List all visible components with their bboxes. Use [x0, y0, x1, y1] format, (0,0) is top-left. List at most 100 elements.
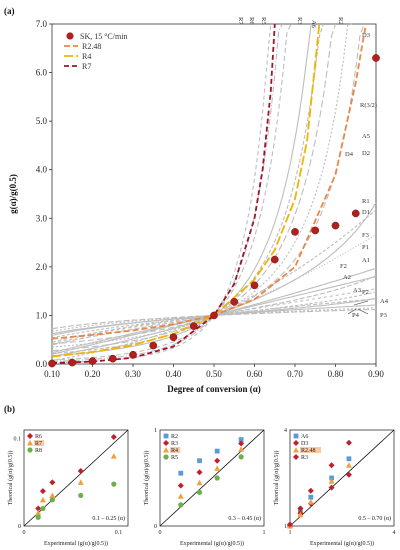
- legend-marker-R8: [27, 447, 33, 453]
- legend-highlight: [300, 447, 321, 453]
- point-R8: [40, 505, 46, 512]
- legend-label: R4: [82, 52, 91, 61]
- main-chart: 0.10 0.20 0.30 0.40 0.50 0.60 0.70 0.80 0.90 0.0 1…: [8, 17, 389, 394]
- data-point: [88, 357, 97, 365]
- x-tick-label: 0: [159, 530, 162, 536]
- data-point: [331, 221, 340, 230]
- legend-marker-data: [66, 32, 74, 40]
- point-R8: [111, 481, 117, 487]
- y-tick-label: 4: [284, 428, 287, 434]
- point-D3: [345, 471, 352, 478]
- legend-label: D3: [301, 441, 308, 447]
- legend-label: R5: [171, 455, 178, 461]
- curve-label-P4: P4: [352, 312, 360, 319]
- x-tick-label: 0.80: [328, 369, 344, 379]
- y-tick-label: 0: [18, 524, 21, 530]
- legend-marker-R2: [163, 433, 169, 439]
- y-axis-label: Theorical (g(α)/g(0.5)): [7, 451, 14, 506]
- y-tick-label: 4.0: [36, 165, 48, 175]
- point-R7: [39, 496, 46, 503]
- point-R4: [214, 465, 221, 471]
- point-R5: [178, 502, 184, 508]
- y-axis-label: Theorical (g(α)/g(0.5)): [143, 451, 150, 506]
- x-axis-label: Experimental (g(α)/g(0.5)): [44, 540, 108, 547]
- y-tick-label: 0: [154, 524, 157, 530]
- point-R8: [78, 492, 84, 499]
- series-line-R2.48: [51, 23, 367, 340]
- data-point: [68, 358, 77, 367]
- data-point: [48, 359, 56, 368]
- curve-label-R1: R1: [362, 198, 370, 205]
- point-R7: [110, 453, 117, 459]
- data-point: [108, 354, 117, 363]
- point-R3: [196, 469, 203, 476]
- point-R3: [214, 457, 221, 464]
- point-R4: [238, 446, 245, 452]
- identity-line: [159, 429, 265, 527]
- identity-line: [289, 429, 395, 527]
- curve-label-P3: P3: [380, 312, 387, 319]
- point-D3: [328, 484, 335, 491]
- data-point: [169, 333, 178, 342]
- x-tick-label: 0: [23, 530, 26, 536]
- point-A6: [346, 456, 352, 462]
- legend-label: A6: [301, 434, 308, 440]
- point-R7: [49, 492, 56, 498]
- x-tick-label: 0.60: [247, 369, 263, 379]
- curve-label-F3: F3: [362, 232, 369, 239]
- data-point: [291, 228, 299, 236]
- x-tick-label: 0.70: [287, 369, 303, 379]
- data-point: [149, 341, 158, 350]
- y-axis-label: Theorical (g(α)/g(0.5)): [273, 451, 280, 506]
- curve-label-A1: A1: [362, 257, 370, 264]
- x-tick-label: 0.90: [368, 369, 384, 379]
- y-tick-label: 3.0: [36, 213, 48, 223]
- curve-label-R7: R7: [237, 17, 244, 25]
- x-axis-label: Experimental (g(α)/g(0.5)): [180, 540, 244, 547]
- legend-label: R4: [171, 448, 178, 454]
- curve-label-A6: A6: [310, 20, 317, 29]
- data-point: [311, 226, 320, 235]
- legend-marker-R5: [163, 454, 169, 460]
- x-tick-label: 0.50: [206, 369, 222, 379]
- curve-label-R5: R5: [260, 17, 267, 25]
- x-tick-label: 4: [393, 530, 396, 536]
- legend-marker-R3: [293, 454, 299, 460]
- arrow-P4: [347, 308, 357, 315]
- model-curve-2: [51, 23, 284, 362]
- point-R3: [345, 439, 352, 446]
- x-axis-label: Experimental (g(α)/g(0.5)): [310, 540, 374, 547]
- point-R2.48: [328, 478, 335, 484]
- panel-label-a: (a): [4, 6, 15, 16]
- panel-label-b: (b): [4, 404, 15, 414]
- point-R6: [110, 433, 117, 440]
- point-R6: [39, 488, 46, 495]
- model-curve-10: [51, 234, 377, 355]
- range-note: 0.3 – 0.45 (α): [228, 515, 261, 522]
- x-axis-label: Degree of conversion (α): [167, 384, 261, 394]
- x-tick-label: 0.30: [125, 369, 141, 379]
- point-R2: [197, 458, 202, 464]
- data-point: [270, 255, 279, 264]
- curve-label-D3: D3: [362, 32, 370, 39]
- data-point: [210, 311, 218, 320]
- legend-marker-R2.48: [293, 447, 299, 453]
- point-R3: [328, 462, 335, 469]
- legend-label: R2.48: [82, 42, 101, 51]
- point-A6: [308, 494, 314, 500]
- series-line-R4: [51, 23, 321, 358]
- point-R3: [177, 482, 184, 489]
- curve-label-R6: R6: [248, 17, 255, 25]
- point-R2.48: [345, 462, 352, 468]
- legend-marker-D3: [293, 440, 299, 446]
- model-curve-9: [51, 209, 377, 361]
- x-tick-label: 0.40: [166, 369, 182, 379]
- x-tick-label: 0.1: [115, 530, 123, 536]
- legend-label: R2: [171, 434, 178, 440]
- curve-label-D2: D2: [362, 150, 370, 157]
- point-R2: [238, 437, 244, 442]
- point-R2: [214, 448, 220, 454]
- y-tick-label: 1: [284, 524, 287, 530]
- point-R3: [297, 505, 304, 512]
- x-tick-label: 0.20: [85, 369, 101, 379]
